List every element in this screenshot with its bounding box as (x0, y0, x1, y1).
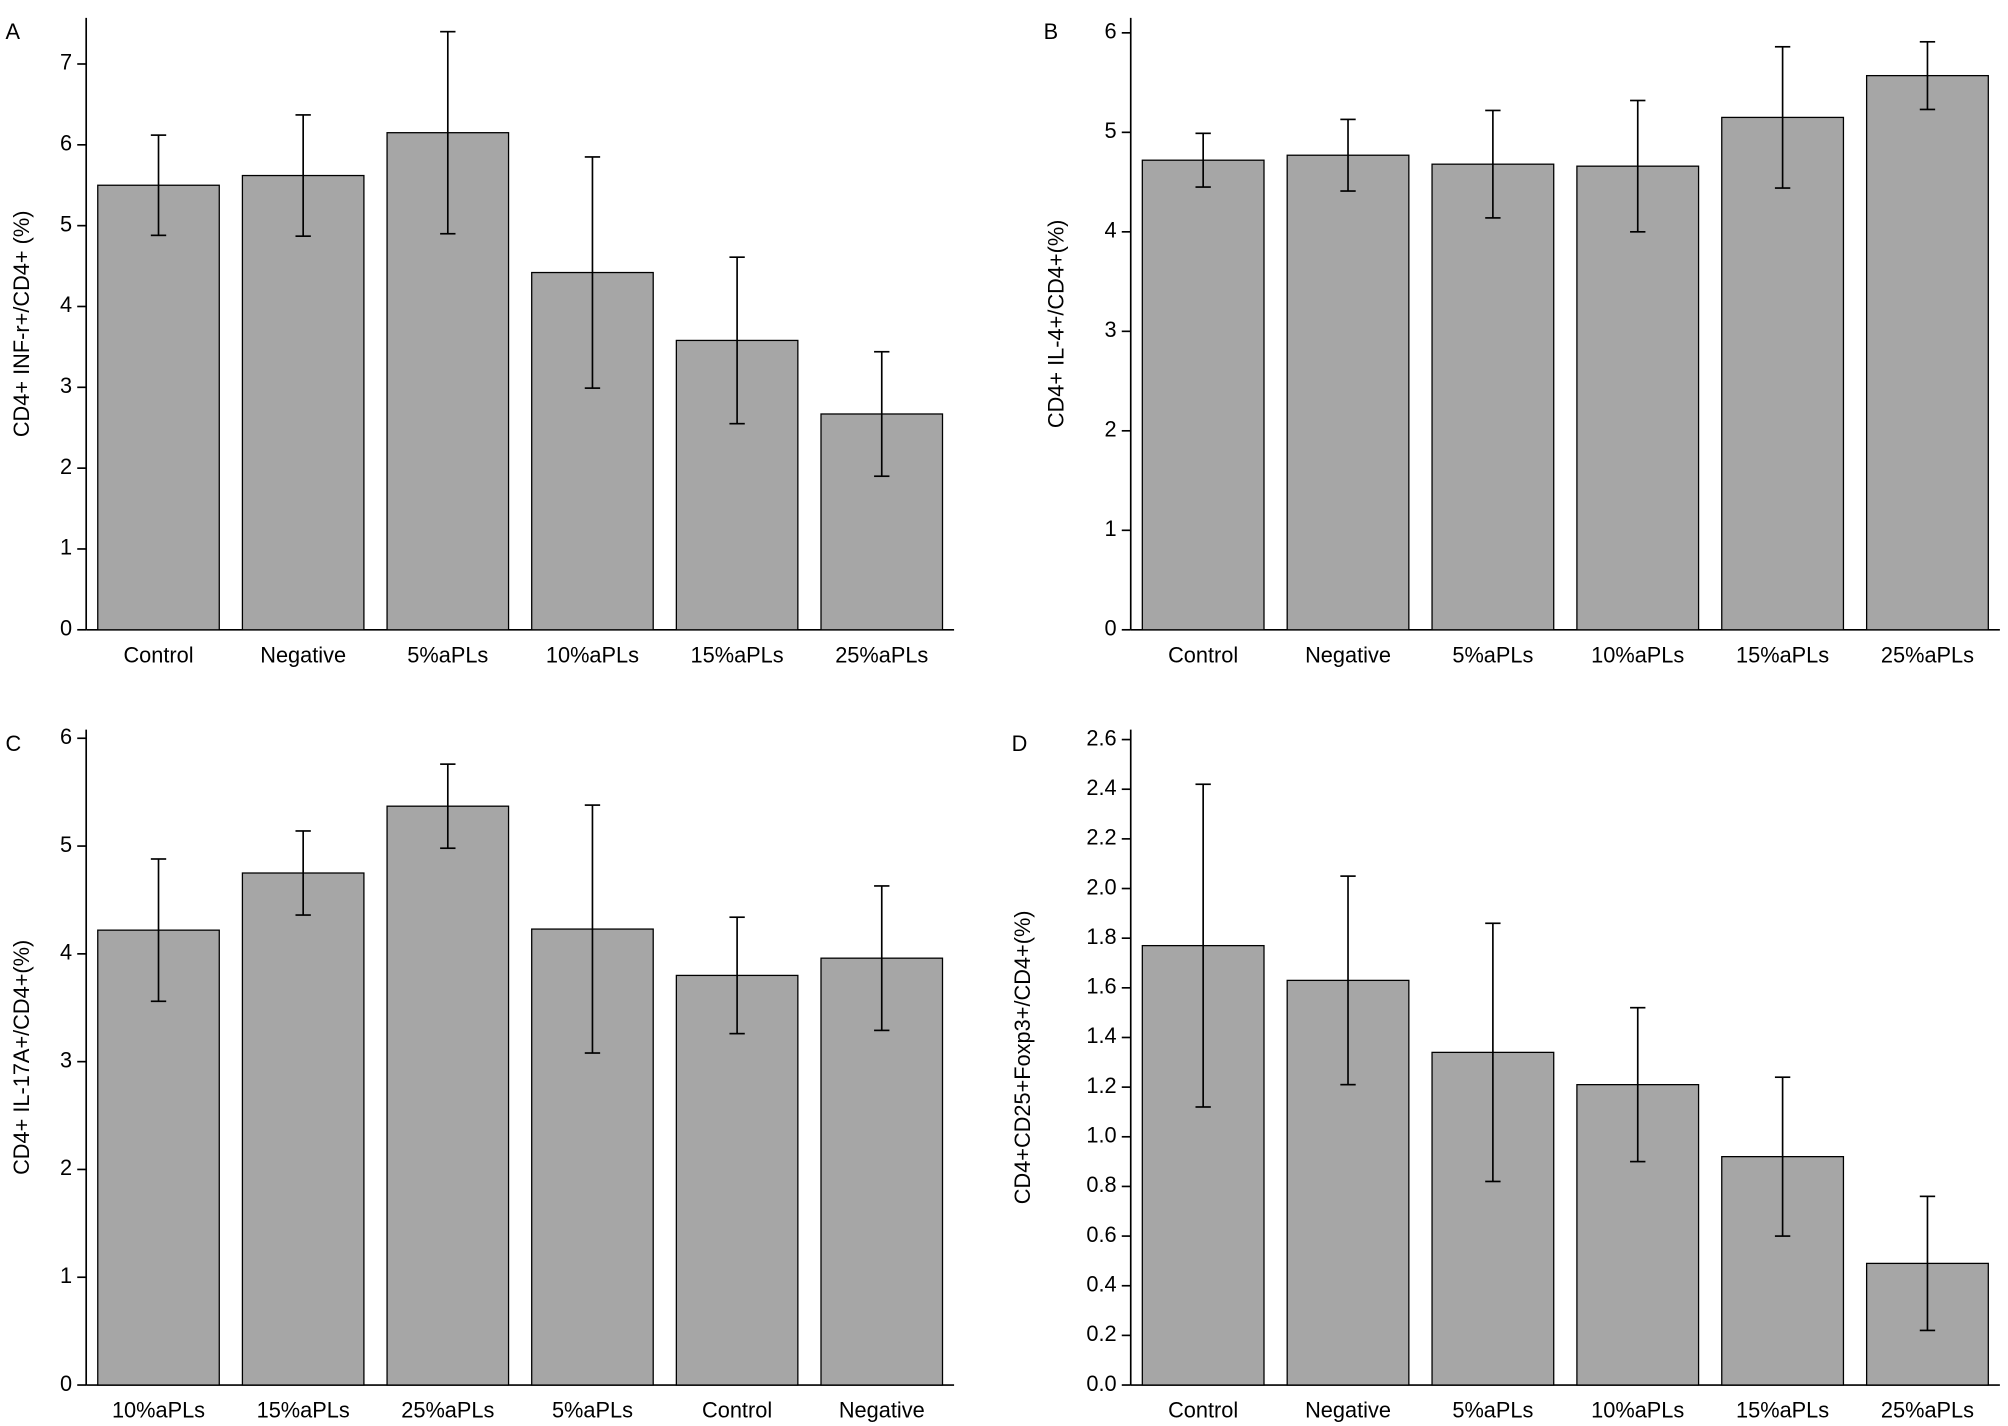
x-tick-label: Control (1168, 642, 1238, 667)
x-tick-label: 15%aPLs (691, 642, 784, 667)
bar (1721, 116, 1845, 631)
y-tick-label: 1.2 (1086, 1073, 1116, 1098)
x-tick-label: 5%aPLs (1452, 1398, 1533, 1423)
y-tick-label: 0 (1105, 616, 1117, 641)
bar (97, 184, 220, 631)
y-tick-label: 1 (60, 1263, 72, 1288)
x-tick-label: Negative (1305, 1398, 1391, 1423)
y-tick-label: 6 (60, 724, 72, 749)
x-tick-label: Negative (1305, 642, 1391, 667)
y-tick-label: 1.0 (1086, 1123, 1116, 1148)
y-tick-label: 1.8 (1086, 924, 1116, 949)
x-tick-label: 10%aPLs (1591, 1398, 1684, 1423)
bar (1431, 163, 1555, 631)
bar (241, 872, 365, 1386)
bar (241, 174, 365, 631)
x-tick-label: 25%aPLs (401, 1398, 494, 1423)
y-tick-label: 7 (60, 50, 72, 75)
y-tick-label: 2.2 (1086, 825, 1116, 850)
y-tick-label: 0 (60, 616, 72, 641)
x-tick-label: 10%aPLs (1591, 642, 1684, 667)
y-tick-label: 0.4 (1086, 1271, 1116, 1296)
y-tick-label: 6 (60, 131, 72, 156)
y-tick-label: 1 (60, 535, 72, 560)
y-axis-label: CD4+ IL-4+/CD4+(%) (1044, 220, 1069, 429)
y-tick-label: 4 (60, 940, 72, 965)
x-tick-label: Negative (839, 1398, 925, 1423)
x-tick-label: 15%aPLs (257, 1398, 350, 1423)
y-tick-label: 4 (60, 292, 72, 317)
x-tick-label: 10%aPLs (546, 642, 639, 667)
x-tick-label: 25%aPLs (835, 642, 928, 667)
y-axis-label: CD4+ IL-17A+/CD4+(%) (9, 940, 34, 1175)
x-tick-label: Control (123, 642, 193, 667)
bar (97, 929, 220, 1386)
y-tick-label: 5 (1105, 118, 1117, 143)
y-tick-label: 5 (60, 832, 72, 857)
y-axis-label: CD4+CD25+Foxp3+/CD4+(%) (1010, 910, 1035, 1204)
y-tick-label: 2.4 (1086, 775, 1116, 800)
x-tick-label: 10%aPLs (112, 1398, 205, 1423)
x-tick-label: 15%aPLs (1736, 642, 1829, 667)
y-tick-label: 2 (60, 1155, 72, 1180)
y-tick-label: 2 (60, 454, 72, 479)
y-tick-label: 5 (60, 211, 72, 236)
y-tick-label: 3 (1105, 317, 1117, 342)
y-tick-label: 0.6 (1086, 1222, 1116, 1247)
y-tick-label: 2 (1105, 417, 1117, 442)
y-tick-label: 0.8 (1086, 1172, 1116, 1197)
panel-label: C (6, 731, 22, 756)
y-tick-label: 2.0 (1086, 874, 1116, 899)
y-tick-label: 4 (1105, 218, 1117, 243)
bar (1865, 74, 1989, 631)
bar (386, 805, 510, 1386)
x-tick-label: 25%aPLs (1881, 642, 1974, 667)
y-axis-label: CD4+ INF-r+/CD4+ (%) (9, 211, 34, 438)
panel-label: D (1012, 731, 1028, 756)
bar (1286, 154, 1410, 631)
y-tick-label: 6 (1105, 19, 1117, 44)
y-tick-label: 3 (60, 1047, 72, 1072)
y-tick-label: 3 (60, 373, 72, 398)
x-tick-label: 5%aPLs (1452, 642, 1533, 667)
y-tick-label: 2.6 (1086, 725, 1116, 750)
y-tick-label: 1.4 (1086, 1023, 1116, 1048)
y-tick-label: 0.2 (1086, 1321, 1116, 1346)
x-tick-label: Control (1168, 1398, 1238, 1423)
panel-label: B (1044, 19, 1059, 44)
x-tick-label: Control (702, 1398, 772, 1423)
x-tick-label: 5%aPLs (407, 642, 488, 667)
bar (1141, 159, 1265, 631)
x-tick-label: 15%aPLs (1736, 1398, 1829, 1423)
bar (675, 974, 799, 1386)
y-tick-label: 0 (60, 1371, 72, 1396)
y-tick-label: 1 (1105, 516, 1117, 541)
y-tick-label: 0.0 (1086, 1371, 1116, 1396)
x-tick-label: Negative (260, 642, 346, 667)
bar (1576, 165, 1700, 631)
y-tick-label: 1.6 (1086, 974, 1116, 999)
x-tick-label: 5%aPLs (552, 1398, 633, 1423)
panel-label: A (6, 19, 21, 44)
x-tick-label: 25%aPLs (1881, 1398, 1974, 1423)
